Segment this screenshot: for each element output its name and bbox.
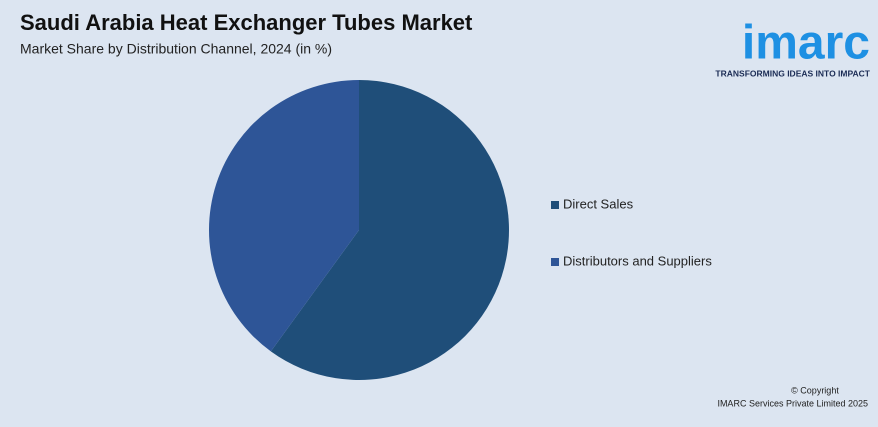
logo: imarc: [742, 17, 870, 70]
legend-swatch: [551, 201, 559, 209]
legend-swatch: [551, 258, 559, 266]
legend-label: Direct Sales: [563, 196, 634, 211]
pie-slice: [209, 80, 359, 352]
copyright: © Copyright: [791, 385, 839, 395]
chart-title: Saudi Arabia Heat Exchanger Tubes Market: [20, 10, 473, 35]
chart-subtitle: Market Share by Distribution Channel, 20…: [20, 41, 332, 57]
logo-tagline: TRANSFORMING IDEAS INTO IMPACT: [715, 68, 870, 78]
legend-label: Distributors and Suppliers: [563, 253, 712, 268]
pie-slice: [270, 80, 509, 380]
copyright: IMARC Services Private Limited 2025: [717, 398, 868, 408]
